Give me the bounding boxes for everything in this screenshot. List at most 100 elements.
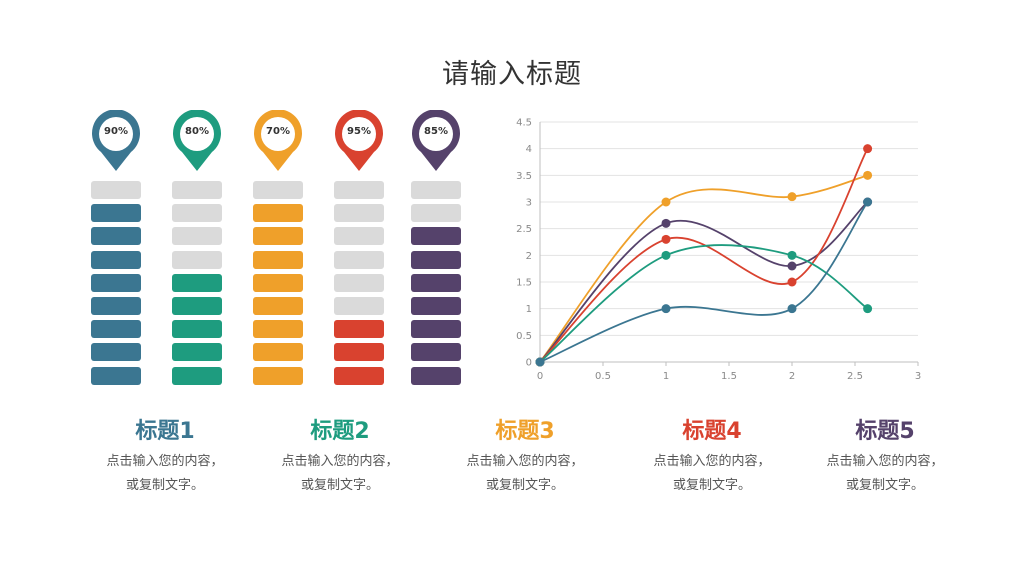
caption-title: 标题3 [495,419,555,444]
data-point [863,144,873,154]
bar-segment-filled [334,366,384,385]
bar-segment-filled [91,343,141,362]
caption-text-line1: 点击输入您的内容， [466,454,584,469]
bar-segment-filled [91,227,141,246]
caption-block: 标题2 点击输入您的内容， 或复制文字。 [255,418,425,498]
data-point [661,218,671,228]
bar-segment-filled [253,366,303,385]
y-tick-label: 0 [526,358,532,369]
bar-segment-filled [91,204,141,223]
bar-segment-filled [172,320,222,339]
caption-block: 标题1 点击输入您的内容， 或复制文字。 [80,418,250,498]
data-point [787,192,797,202]
caption-text-line2: 或复制文字。 [672,478,751,493]
indicator-percent: 95% [347,126,371,137]
data-point [787,261,797,271]
bar-segment-filled [172,297,222,315]
caption-text-line1: 点击输入您的内容， [653,454,771,469]
page-title: 请输入标题 [442,59,582,90]
bar-segment-empty [334,297,384,315]
bar-segment-filled [253,227,303,246]
bar-segment-empty [172,204,222,223]
data-point [863,197,873,207]
caption-title: 标题1 [135,419,195,444]
bar-segment-filled [91,273,141,292]
bar-segment-filled [253,320,303,339]
data-point [661,197,671,207]
indicator-percent: 80% [185,126,209,137]
caption-title: 标题5 [855,419,915,444]
data-point [863,170,873,180]
y-tick-label: 2.5 [516,224,532,235]
bar-segment-filled [253,297,303,315]
indicator-percent: 70% [266,126,290,137]
y-tick-label: 0.5 [516,331,532,342]
x-tick-label: 2.5 [847,371,863,382]
bar-segment-filled [91,366,141,385]
bar-segment-filled [334,320,384,339]
bar-segment-empty [253,181,303,199]
bar-segment-filled [253,204,303,223]
caption-text-line1: 点击输入您的内容， [826,454,944,469]
map-pin-icon: 95% [333,109,385,172]
data-point [661,250,671,260]
line-chart: 0 0.5 1 1.5 2 2.5 3 3.5 4 4.5 0 0.5 1 1.5 2 2.5 3 [516,118,921,383]
bar-segment-empty [334,181,384,199]
series-line [539,148,869,363]
y-tick-label: 3.5 [516,171,532,182]
y-tick-label: 3 [526,198,532,209]
caption-text-line1: 点击输入您的内容， [281,454,399,469]
bar-segment-empty [334,227,384,246]
bar-segment-empty [91,181,141,199]
data-point [661,304,671,314]
x-tick-label: 1 [663,371,669,382]
bar-segment-filled [411,297,461,315]
series-line [539,201,869,363]
data-point [863,304,873,314]
bar-segment-empty [334,204,384,223]
y-tick-label: 4 [526,144,532,155]
data-point [661,234,671,244]
x-tick-label: 0.5 [595,371,611,382]
bar-segment-filled [172,366,222,385]
series-line [539,174,868,363]
caption-title: 标题2 [310,419,370,444]
bar-segment-filled [91,297,141,315]
bar-segment-empty [172,250,222,269]
caption-block: 标题3 点击输入您的内容， 或复制文字。 [440,418,610,498]
data-point [535,357,545,367]
bar-segment-filled [253,250,303,269]
bar-segment-filled [411,227,461,246]
bar-segment-filled [253,273,303,292]
bar-segment-filled [411,320,461,339]
caption-text-line2: 或复制文字。 [845,478,924,493]
caption-block: 标题4 点击输入您的内容， 或复制文字。 [627,418,797,498]
y-tick-label: 2 [526,251,532,262]
bar-segment-filled [411,343,461,362]
data-point [787,250,797,260]
caption-block: 标题5 点击输入您的内容， 或复制文字。 [800,418,970,498]
x-tick-label: 3 [915,371,921,382]
indicator-percent: 85% [424,126,448,137]
bar-segment-filled [172,273,222,292]
caption-text-line2: 或复制文字。 [125,478,204,493]
bar-segment-filled [172,343,222,362]
y-tick-label: 4.5 [516,118,532,129]
bar-segment-empty [411,181,461,199]
map-pin-icon: 70% [252,109,304,172]
indicator-percent: 90% [104,126,128,137]
x-tick-label: 1.5 [721,371,737,382]
caption-title: 标题4 [682,419,742,444]
bar-segment-filled [253,343,303,362]
indicator-columns: 90% 80% 70% 95% 85% [0,0,480,400]
bar-segment-filled [334,343,384,362]
map-pin-icon: 85% [410,109,462,172]
bar-segment-filled [91,320,141,339]
map-pin-icon: 80% [171,109,223,172]
bar-segment-filled [91,250,141,269]
bar-segment-filled [411,250,461,269]
bar-segment-filled [411,366,461,385]
bar-segment-empty [172,227,222,246]
caption-text-line1: 点击输入您的内容， [106,454,224,469]
x-tick-label: 2 [789,371,795,382]
